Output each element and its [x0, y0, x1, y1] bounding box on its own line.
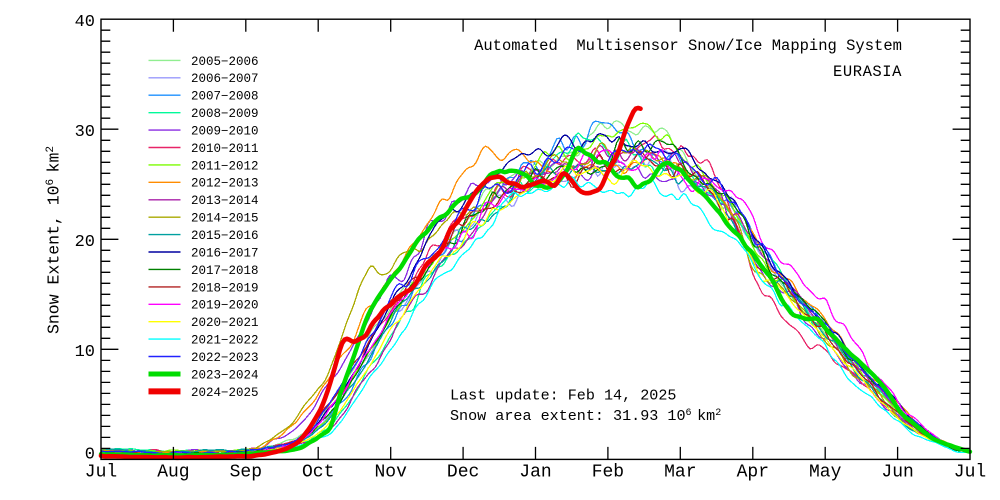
svg-text:Mar: Mar [664, 462, 696, 482]
svg-text:Apr: Apr [737, 462, 769, 482]
svg-text:Sep: Sep [230, 462, 262, 482]
svg-text:2008−2009: 2008−2009 [191, 107, 259, 121]
svg-text:Snow area extent: 31.93 106 km: Snow area extent: 31.93 106 km2 [450, 407, 721, 425]
svg-text:2010−2011: 2010−2011 [191, 142, 259, 156]
svg-text:2021−2022: 2021−2022 [191, 334, 259, 348]
svg-text:Snow Extent, 106 km2: Snow Extent, 106 km2 [45, 146, 64, 334]
svg-text:2023−2024: 2023−2024 [191, 368, 259, 382]
svg-text:2019−2020: 2019−2020 [191, 299, 259, 313]
svg-text:May: May [809, 462, 842, 482]
svg-text:2020−2021: 2020−2021 [191, 316, 259, 330]
svg-text:2006−2007: 2006−2007 [191, 72, 259, 86]
svg-text:Jan: Jan [519, 462, 551, 482]
svg-text:Jul: Jul [85, 462, 117, 482]
svg-text:10: 10 [75, 343, 95, 362]
svg-text:30: 30 [75, 123, 95, 142]
svg-text:2016−2017: 2016−2017 [191, 246, 259, 260]
svg-text:20: 20 [75, 233, 95, 252]
svg-text:Feb: Feb [592, 462, 624, 482]
svg-text:2015−2016: 2015−2016 [191, 229, 259, 243]
svg-text:Automated Multisensor Snow/Ic: Automated Multisensor Snow/Ice Mapping S… [474, 37, 902, 55]
svg-text:Jun: Jun [881, 462, 913, 482]
svg-text:Aug: Aug [157, 462, 189, 482]
svg-text:2009−2010: 2009−2010 [191, 125, 259, 139]
svg-text:Nov: Nov [374, 462, 407, 482]
svg-text:Oct: Oct [302, 462, 334, 482]
svg-text:EURASIA: EURASIA [833, 63, 902, 81]
svg-text:2018−2019: 2018−2019 [191, 281, 259, 295]
svg-text:2012−2013: 2012−2013 [191, 177, 259, 191]
svg-text:40: 40 [75, 13, 95, 32]
svg-text:2024−2025: 2024−2025 [191, 386, 259, 400]
svg-text:2013−2014: 2013−2014 [191, 194, 259, 208]
svg-text:Jul: Jul [954, 462, 986, 482]
svg-text:2007−2008: 2007−2008 [191, 90, 259, 104]
svg-text:2014−2015: 2014−2015 [191, 212, 259, 226]
svg-text:2022−2023: 2022−2023 [191, 351, 259, 365]
svg-text:2005−2006: 2005−2006 [191, 55, 259, 69]
svg-text:0: 0 [85, 446, 95, 465]
svg-text:Last update: Feb 14, 2025: Last update: Feb 14, 2025 [450, 387, 676, 405]
svg-text:2017−2018: 2017−2018 [191, 264, 259, 278]
svg-text:2011−2012: 2011−2012 [191, 159, 259, 173]
svg-text:Dec: Dec [447, 462, 479, 482]
